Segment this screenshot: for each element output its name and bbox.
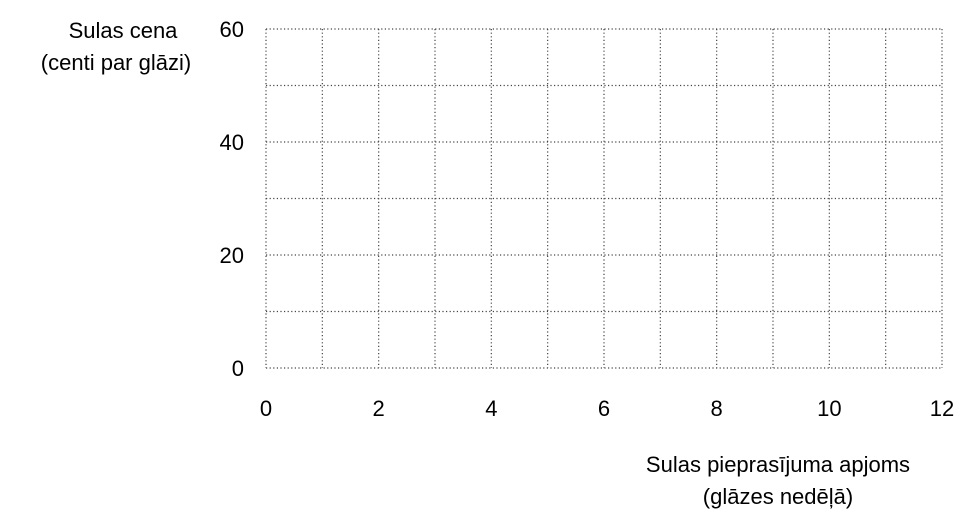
x-axis-label: (glāzes nedēļā): [703, 484, 853, 509]
y-tick-label: 40: [220, 130, 244, 155]
y-axis-label: Sulas cena: [69, 18, 179, 43]
y-tick-label: 0: [232, 356, 244, 381]
x-tick-label: 12: [930, 396, 954, 421]
y-tick-label: 20: [220, 243, 244, 268]
x-tick-label: 10: [817, 396, 841, 421]
x-tick-label: 8: [711, 396, 723, 421]
x-tick-label: 0: [260, 396, 272, 421]
x-axis-label: Sulas pieprasījuma apjoms: [646, 452, 910, 477]
x-tick-label: 2: [373, 396, 385, 421]
y-axis-label: (centi par glāzi): [41, 50, 191, 75]
y-tick-label: 60: [220, 17, 244, 42]
x-tick-label: 4: [485, 396, 497, 421]
x-tick-label: 6: [598, 396, 610, 421]
